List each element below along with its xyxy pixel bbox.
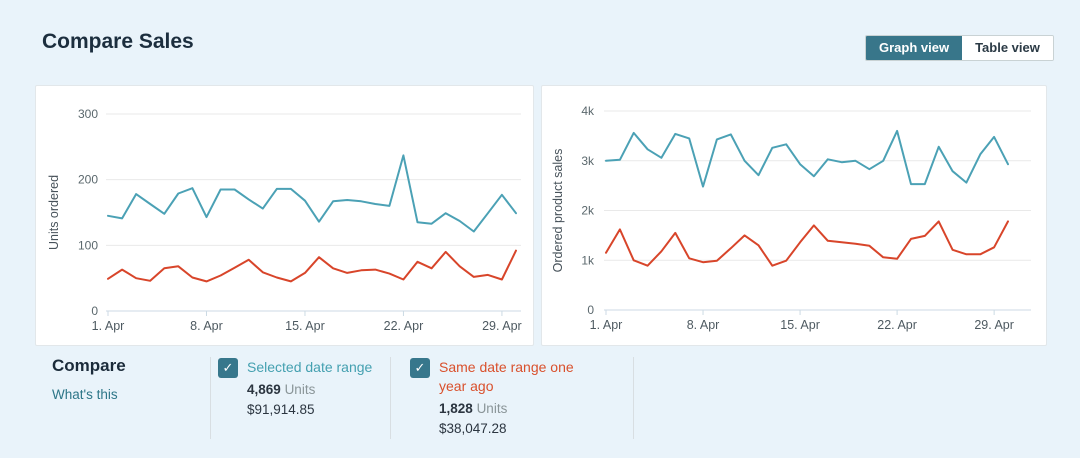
x-tick-label: 29. Apr: [974, 318, 1014, 332]
x-tick-label: 15. Apr: [780, 318, 820, 332]
checkmark-icon: ✓: [414, 360, 426, 376]
units-word: Units: [284, 382, 316, 397]
compare-heading: Compare: [52, 356, 126, 375]
units-value: 1,828: [439, 401, 473, 416]
y-tick-label: 300: [78, 107, 98, 121]
x-tick-label: 8. Apr: [190, 319, 223, 333]
graph-view-button[interactable]: Graph view: [866, 36, 963, 60]
table-view-button[interactable]: Table view: [962, 36, 1053, 60]
x-tick-label: 8. Apr: [687, 318, 720, 332]
y-axis-title: Units ordered: [47, 175, 61, 250]
divider: [633, 357, 634, 439]
divider: [210, 357, 211, 439]
view-toggle: Graph view Table view: [865, 35, 1054, 61]
y-tick-label: 3k: [581, 154, 595, 168]
units-ordered-chart-card: 0 100 200 300 1. Apr 8. Apr 15. Apr 22. Apr 29. …: [35, 85, 534, 346]
units-ordered-chart[interactable]: 0 100 200 300 1. Apr 8. Apr 15. Apr 22. Apr 29. …: [36, 86, 533, 345]
ordered-product-sales-chart-card: 0 1k 2k 3k 4k 1. Apr 8. Apr 15. Apr 22. Apr 29. A…: [541, 85, 1047, 346]
series-line-selected-date-range: [605, 129, 1009, 188]
x-tick-label: 22. Apr: [877, 318, 917, 332]
y-tick-label: 200: [78, 173, 98, 187]
legend-amount: $91,914.85: [247, 402, 315, 417]
legend-amount: $38,047.28: [439, 421, 507, 436]
legend-units: 1,828 Units: [439, 399, 597, 419]
selected-range-checkbox[interactable]: ✓: [218, 358, 238, 378]
series-line-selected-date-range: [107, 154, 517, 233]
x-tick-label: 1. Apr: [92, 319, 125, 333]
x-tick-label: 15. Apr: [285, 319, 325, 333]
y-axis-title: Ordered product sales: [551, 149, 565, 273]
x-tick-label: 29. Apr: [482, 319, 522, 333]
legend-units: 4,869 Units: [247, 380, 372, 400]
x-tick-label: 22. Apr: [384, 319, 424, 333]
legend-selected-date-range: ✓ Selected date range 4,869 Units $91,91…: [218, 358, 372, 420]
series-line-same-date-range-one-year-ago: [107, 249, 517, 283]
y-tick-label: 0: [587, 303, 594, 317]
previous-range-checkbox[interactable]: ✓: [410, 358, 430, 378]
legend-label: Same date range one year ago: [439, 359, 574, 394]
units-word: Units: [476, 401, 508, 416]
legend-same-range-last-year: ✓ Same date range one year ago 1,828 Uni…: [410, 358, 597, 439]
y-tick-label: 0: [91, 304, 98, 318]
y-tick-label: 1k: [581, 253, 595, 267]
y-tick-label: 100: [78, 238, 98, 252]
page-title: Compare Sales: [42, 30, 194, 53]
x-tick-label: 1. Apr: [590, 318, 623, 332]
divider: [390, 357, 391, 439]
y-tick-label: 2k: [581, 204, 595, 218]
legend-label: Selected date range: [247, 359, 373, 375]
whats-this-link[interactable]: What's this: [52, 387, 118, 402]
series-line-same-date-range-one-year-ago: [605, 220, 1009, 267]
units-value: 4,869: [247, 382, 281, 397]
ordered-product-sales-chart[interactable]: 0 1k 2k 3k 4k 1. Apr 8. Apr 15. Apr 22. Apr 29. A…: [542, 86, 1046, 345]
checkmark-icon: ✓: [222, 360, 234, 376]
y-tick-label: 4k: [581, 104, 595, 118]
